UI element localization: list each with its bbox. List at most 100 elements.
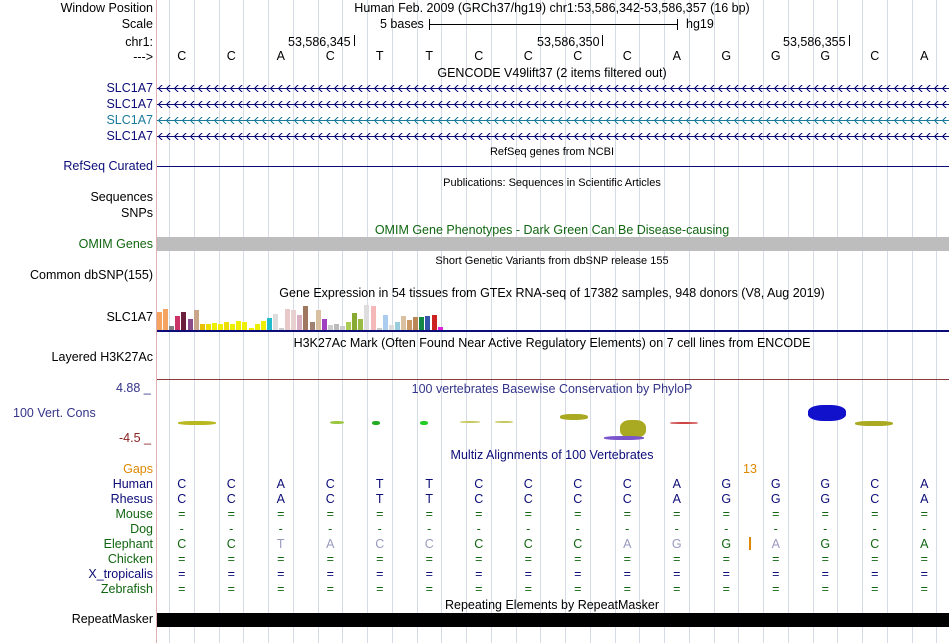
direction-label[interactable]: ---> <box>133 50 153 64</box>
omim-track-title[interactable]: OMIM Gene Phenotypes - Dark Green Can Be… <box>374 223 730 237</box>
publications-track-title[interactable]: Publications: Sequences in Scientific Ar… <box>443 177 661 189</box>
gtex-tissue-bar[interactable] <box>218 324 224 330</box>
gtex-tissue-bar[interactable] <box>211 323 217 330</box>
gtex-tissue-bar[interactable] <box>358 319 364 330</box>
gtex-tissue-bar[interactable] <box>254 324 260 330</box>
gtex-tissue-bar[interactable] <box>352 313 358 330</box>
gtex-tissue-bar[interactable] <box>181 312 187 330</box>
gtex-tissue-bar[interactable] <box>309 322 315 330</box>
dbsnp-track-title[interactable]: Short Genetic Variants from dbSNP releas… <box>435 255 669 267</box>
gtex-tissue-bar[interactable] <box>285 309 291 330</box>
species-label[interactable]: Elephant <box>103 537 153 551</box>
alignment-base: = <box>178 582 186 596</box>
gaps-label[interactable]: Gaps <box>123 462 153 476</box>
gtex-tissue-bar[interactable] <box>260 321 266 330</box>
species-label[interactable]: Zebrafish <box>100 582 153 596</box>
gtex-tissue-bar[interactable] <box>382 315 388 330</box>
gtex-tissue-bar[interactable] <box>157 312 163 330</box>
gtex-tissue-bar[interactable] <box>279 328 285 330</box>
alignment-base: = <box>475 567 483 581</box>
gencode-transcript-label[interactable]: SLC1A7 <box>106 129 153 143</box>
repeatmasker-track-title[interactable]: Repeating Elements by RepeatMasker <box>444 598 660 612</box>
refseq-feature-line[interactable] <box>157 166 949 167</box>
refseq-track-title[interactable]: RefSeq genes from NCBI <box>489 146 615 158</box>
gtex-tissue-bar[interactable] <box>333 324 339 330</box>
gencode-transcript-strand[interactable] <box>157 101 949 108</box>
gtex-tissue-bar[interactable] <box>346 322 352 330</box>
repeatmasker-feature-bar[interactable] <box>157 613 949 627</box>
species-label[interactable]: Human <box>112 477 153 491</box>
species-label[interactable]: Mouse <box>115 507 153 521</box>
phylop-track-title[interactable]: 100 vertebrates Basewise Conservation by… <box>411 382 693 396</box>
alignment-base: G <box>770 477 781 491</box>
alignment-base: - <box>674 522 679 536</box>
gtex-tissue-bar[interactable] <box>187 319 193 330</box>
gtex-tissue-bar[interactable] <box>242 322 248 330</box>
gtex-track-title[interactable]: Gene Expression in 54 tissues from GTEx … <box>279 286 825 300</box>
gencode-transcript-strand[interactable] <box>157 85 949 92</box>
gtex-tissue-bar[interactable] <box>394 322 400 330</box>
gtex-label[interactable]: SLC1A7 <box>106 310 153 324</box>
gtex-tissue-bar[interactable] <box>340 326 346 330</box>
alignment-base: G <box>820 537 831 551</box>
gtex-tissue-bar[interactable] <box>364 305 370 330</box>
grid-line <box>515 0 517 643</box>
gtex-tissue-bar[interactable] <box>315 310 321 330</box>
gtex-tissue-bar[interactable] <box>431 315 437 330</box>
gtex-tissue-bar[interactable] <box>236 321 242 330</box>
phylop-label[interactable]: 100 Vert. Cons <box>13 406 96 420</box>
gtex-tissue-bar[interactable] <box>413 317 419 330</box>
phylop-glyph <box>604 436 644 440</box>
alignment-base: C <box>523 477 533 491</box>
gtex-tissue-bar[interactable] <box>199 324 205 330</box>
h3k27ac-track-title[interactable]: H3K27Ac Mark (Often Found Near Active Re… <box>293 336 811 350</box>
multiz-track-title[interactable]: Multiz Alignments of 100 Vertebrates <box>450 448 654 462</box>
gtex-tissue-bar[interactable] <box>266 318 272 330</box>
species-label[interactable]: Dog <box>130 522 153 536</box>
dbsnp-label[interactable]: Common dbSNP(155) <box>30 268 153 282</box>
gencode-track-title[interactable]: GENCODE V49lift37 (2 items filtered out) <box>437 66 667 80</box>
gencode-transcript-label[interactable]: SLC1A7 <box>106 97 153 111</box>
species-label[interactable]: X_tropicalis <box>88 567 153 581</box>
alignment-base: = <box>722 507 730 521</box>
gencode-transcript-label[interactable]: SLC1A7 <box>106 113 153 127</box>
alignment-base: = <box>178 567 186 581</box>
omim-label[interactable]: OMIM Genes <box>78 237 153 251</box>
gtex-tissue-bar[interactable] <box>175 316 181 330</box>
gtex-tissue-bar[interactable] <box>230 324 236 330</box>
publications-label-snps[interactable]: SNPs <box>121 206 153 220</box>
base-letter: T <box>425 49 434 63</box>
phylop-max-label: 4.88 _ <box>116 381 151 395</box>
gtex-tissue-bar[interactable] <box>193 310 199 330</box>
gencode-transcript-label[interactable]: SLC1A7 <box>106 81 153 95</box>
gtex-tissue-bar[interactable] <box>437 327 443 330</box>
gtex-tissue-bar[interactable] <box>407 320 413 330</box>
gtex-tissue-bar[interactable] <box>224 322 230 330</box>
gtex-tissue-bar[interactable] <box>370 306 376 330</box>
gtex-tissue-bar[interactable] <box>297 315 303 330</box>
gtex-tissue-bar[interactable] <box>327 325 333 330</box>
gtex-tissue-bar[interactable] <box>248 328 254 330</box>
gtex-tissue-bar[interactable] <box>425 316 431 330</box>
omim-feature-bar[interactable] <box>157 237 949 251</box>
gtex-tissue-bar[interactable] <box>376 328 382 330</box>
gtex-tissue-bar[interactable] <box>388 325 394 330</box>
gtex-tissue-bar[interactable] <box>291 310 297 330</box>
species-label[interactable]: Chicken <box>107 552 153 566</box>
gtex-tissue-bar[interactable] <box>163 309 169 330</box>
publications-label-sequences[interactable]: Sequences <box>90 190 153 204</box>
gtex-tissue-bar[interactable] <box>169 326 175 330</box>
repeatmasker-label[interactable]: RepeatMasker <box>71 612 153 626</box>
gtex-tissue-bar[interactable] <box>321 319 327 330</box>
species-label[interactable]: Rhesus <box>110 492 153 506</box>
gencode-transcript-strand[interactable] <box>157 117 949 124</box>
gtex-tissue-bar[interactable] <box>419 317 425 330</box>
gtex-tissue-bar[interactable] <box>303 306 309 330</box>
gtex-tissue-bar[interactable] <box>272 314 278 330</box>
gencode-transcript-strand[interactable] <box>157 133 949 140</box>
h3k27ac-label[interactable]: Layered H3K27Ac <box>51 350 153 364</box>
alignment-base: - <box>229 522 234 536</box>
gtex-tissue-bar[interactable] <box>205 324 211 330</box>
gtex-tissue-bar[interactable] <box>401 316 407 330</box>
refseq-label[interactable]: RefSeq Curated <box>63 159 153 173</box>
